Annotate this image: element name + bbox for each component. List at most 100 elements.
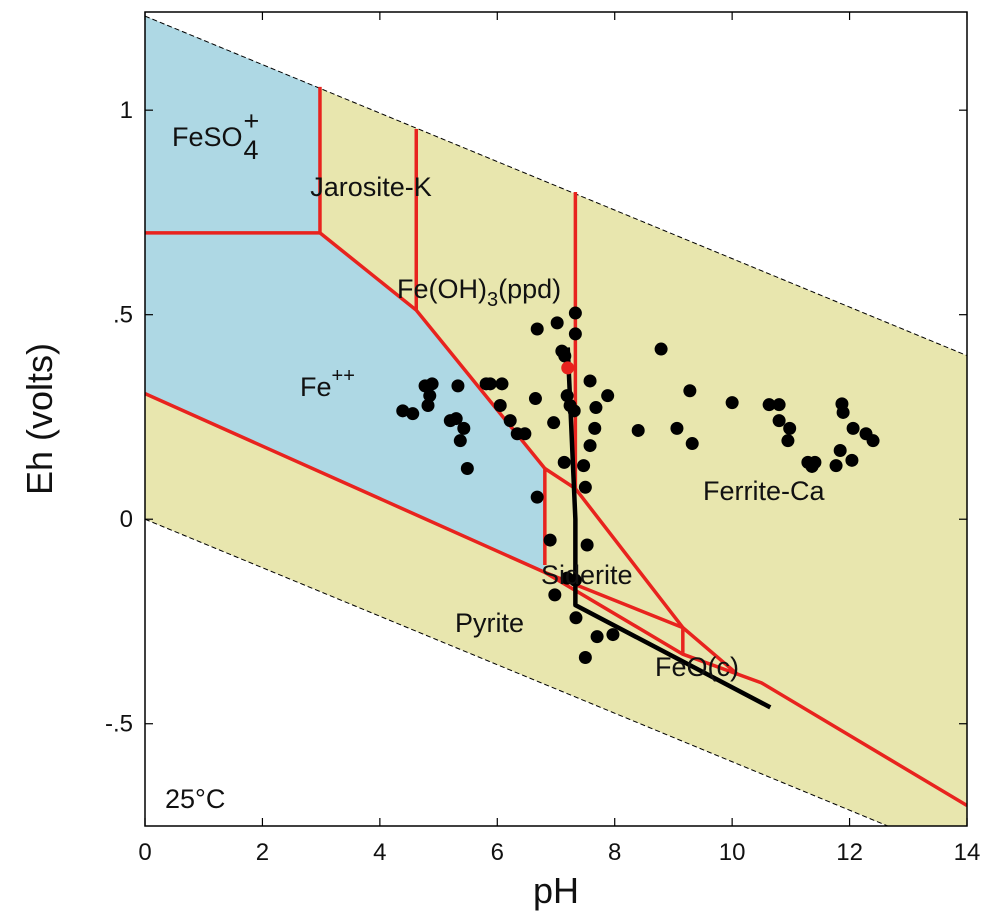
- plot-area: [145, 15, 967, 826]
- data-point: [543, 533, 557, 547]
- data-point: [589, 401, 603, 415]
- data-point: [762, 398, 776, 412]
- region-label-group: FeSO 4+: [172, 106, 259, 165]
- data-point: [781, 434, 795, 448]
- data-point: [548, 588, 562, 602]
- data-point: [483, 377, 497, 391]
- region-label: Pyrite: [455, 608, 524, 638]
- data-point: [601, 389, 615, 403]
- stability-region: [145, 16, 545, 573]
- water-stability-line: [145, 518, 890, 826]
- data-point: [561, 361, 575, 375]
- data-point: [836, 405, 850, 419]
- data-point: [588, 421, 602, 435]
- data-point: [583, 374, 597, 388]
- data-point: [654, 342, 668, 356]
- reaction-path: [565, 347, 772, 710]
- data-point: [457, 421, 471, 435]
- data-point: [808, 455, 822, 469]
- data-point: [685, 437, 699, 451]
- data-point: [846, 421, 860, 435]
- data-point: [845, 453, 859, 467]
- data-point: [453, 434, 467, 448]
- data-point: [577, 459, 591, 473]
- data-point: [772, 398, 786, 412]
- data-point: [449, 412, 463, 426]
- label-text: Siderite: [541, 560, 633, 590]
- data-point: [557, 455, 571, 469]
- data-point: [503, 414, 517, 428]
- label-text: Ferrite-Ca: [703, 476, 825, 506]
- label-text: FeSO: [172, 122, 243, 152]
- region-label: 25°C: [165, 784, 225, 814]
- data-point: [451, 379, 465, 393]
- region-label: Jarosite-K: [310, 172, 432, 202]
- x-tick-label: 8: [608, 839, 621, 866]
- plot-frame: [144, 11, 968, 827]
- data-point: [569, 611, 583, 625]
- data-point: [421, 399, 435, 413]
- data-point: [518, 427, 532, 441]
- data-point: [425, 377, 439, 391]
- data-point: [460, 461, 474, 475]
- data-point: [580, 538, 594, 552]
- data-point: [406, 407, 420, 421]
- label-text: Pyrite: [455, 608, 524, 638]
- data-point: [423, 389, 437, 403]
- x-tick-label: 0: [138, 839, 151, 866]
- data-point: [493, 399, 507, 413]
- data-point: [725, 396, 739, 410]
- data-point: [833, 443, 847, 457]
- data-point: [567, 404, 581, 418]
- region-label: Fe(OH)3(ppd): [397, 274, 561, 311]
- region-label: FeO(c): [655, 652, 739, 682]
- y-tick-label: .5: [113, 302, 133, 329]
- x-tick-label: 4: [373, 839, 386, 866]
- region-label: Ferrite-Ca: [703, 476, 825, 506]
- data-point: [772, 414, 786, 428]
- x-tick-label: 12: [836, 839, 863, 866]
- label-subscript: 4: [244, 135, 259, 165]
- data-point: [568, 573, 582, 587]
- region-label: Fe++: [300, 365, 355, 402]
- y-tick-label: -.5: [105, 711, 133, 738]
- label-superscript: +: [244, 106, 260, 136]
- water-stability-line: [145, 15, 967, 357]
- y-tick-label: 1: [120, 97, 133, 124]
- label-text: Jarosite-K: [310, 172, 432, 202]
- x-tick-label: 6: [491, 839, 504, 866]
- phase-boundary: [145, 392, 685, 655]
- data-point: [550, 316, 564, 330]
- x-tick-label: 2: [256, 839, 269, 866]
- label-text: FeO(c): [655, 652, 739, 682]
- data-point: [568, 306, 582, 320]
- label-text: Fe(OH): [397, 274, 487, 304]
- label-text: 25°C: [165, 784, 225, 814]
- data-point: [578, 480, 592, 494]
- data-point: [583, 439, 597, 453]
- phase-boundary: [543, 467, 740, 676]
- data-point: [683, 384, 697, 398]
- data-point: [495, 377, 509, 391]
- x-tick-label: 14: [954, 839, 981, 866]
- data-point: [783, 421, 797, 435]
- data-point: [530, 490, 544, 504]
- region-label: Siderite: [541, 560, 633, 590]
- data-point: [547, 416, 561, 430]
- data-point: [578, 650, 592, 664]
- y-axis-title: Eh (volts): [19, 343, 60, 495]
- data-point: [866, 434, 880, 448]
- data-point: [829, 459, 843, 473]
- data-point: [530, 322, 544, 336]
- data-point: [670, 421, 684, 435]
- y-tick-label: 0: [120, 506, 133, 533]
- data-point: [560, 389, 574, 403]
- label-superscript: ++: [332, 365, 355, 387]
- x-axis-title: pH: [533, 870, 579, 911]
- x-tick-label: 10: [719, 839, 746, 866]
- data-point: [558, 349, 572, 363]
- label-subscript: 3: [487, 289, 498, 311]
- label-text: Fe: [300, 372, 332, 402]
- data-point: [631, 423, 645, 437]
